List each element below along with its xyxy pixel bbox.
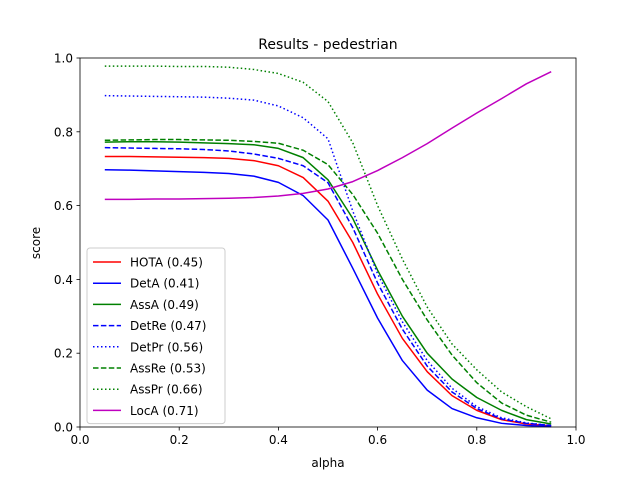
legend-label-3: DetRe (0.47) [130,319,206,333]
y-tick-label: 0.0 [54,421,73,435]
legend: HOTA (0.45) DetA (0.41) AssA (0.49) DetRe (… [86,247,226,425]
chart-title: Results - pedestrian [258,37,397,53]
x-tick-label: 0.8 [467,433,486,447]
legend-label-6: AssPr (0.66) [130,383,203,397]
x-tick-label: 0.2 [170,433,189,447]
legend-label-7: LocA (0.71) [130,404,199,418]
legend-label-1: DetA (0.41) [130,277,199,291]
x-tick-label: 0.6 [368,433,387,447]
series-line-5 [104,138,552,423]
legend-label-5: AssRe (0.53) [130,362,206,376]
y-tick-label: 0.6 [54,199,73,213]
series-line-6 [104,65,552,420]
legend-label-2: AssA (0.49) [130,298,199,312]
x-axis-label: alpha [311,456,344,470]
series-line-2 [104,141,552,425]
axes-layer: 0.0 0.2 0.4 0.6 0.8 1.0 0.0 0.2 0.4 0.6 0.8 1.0 [54,52,586,448]
legend-label-0: HOTA (0.45) [130,256,203,270]
y-tick-label: 1.0 [54,52,73,66]
x-tick-label: 0.4 [269,433,288,447]
axes-frame [79,57,577,428]
y-tick-label: 0.4 [54,273,73,287]
series-line-3 [104,146,552,427]
legend-label-4: DetPr (0.56) [130,340,203,354]
series-layer [104,65,552,428]
series-line-0 [104,155,552,427]
series-line-1 [104,169,552,428]
y-tick-label: 0.2 [54,347,73,361]
legend-box [86,247,226,425]
x-tick-label: 1.0 [566,433,585,447]
y-tick-label: 0.8 [54,125,73,139]
series-line-7 [104,70,552,201]
y-axis-label: score [29,227,43,259]
x-tick-label: 0.0 [70,433,89,447]
